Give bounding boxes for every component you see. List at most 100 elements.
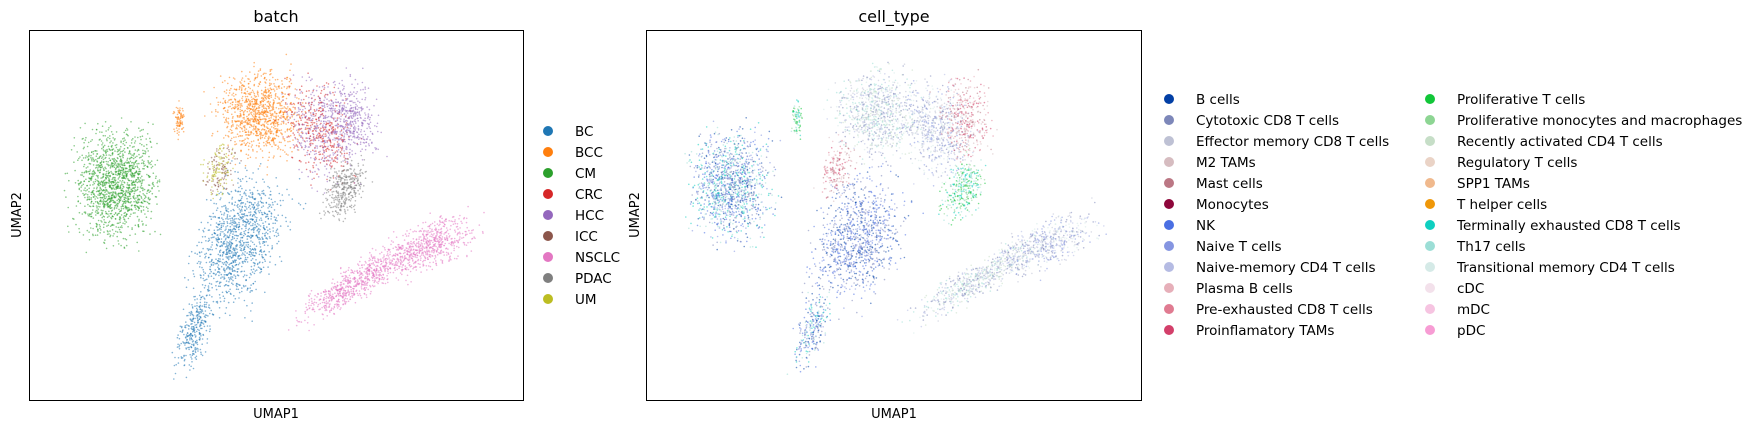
scatter-point [116, 235, 118, 238]
scatter-point [304, 202, 307, 205]
scatter-point [124, 223, 126, 225]
scatter-point [250, 259, 253, 262]
scatter-point [264, 194, 267, 197]
scatter-point [256, 90, 259, 92]
scatter-point [364, 92, 366, 94]
scatter-point [338, 218, 340, 220]
scatter-point [96, 212, 98, 214]
scatter-point [97, 205, 99, 208]
scatter-point [198, 266, 201, 268]
scatter-point [310, 184, 312, 186]
scatter-point [86, 189, 89, 191]
scatter-point [319, 99, 321, 102]
scatter-point [79, 127, 82, 129]
scatter-point [139, 136, 142, 138]
scatter-point [298, 133, 301, 135]
scatter-point [244, 209, 246, 211]
scatter-point [231, 117, 234, 119]
scatter-point [287, 109, 290, 112]
scatter-point [255, 131, 258, 133]
scatter-point [349, 135, 352, 137]
scatter-point [329, 91, 331, 93]
scatter-point [134, 204, 136, 207]
scatter-point [288, 194, 290, 196]
scatter-point [155, 196, 158, 198]
scatter-point [236, 116, 239, 118]
scatter-point [109, 159, 112, 162]
scatter-point [101, 211, 103, 214]
scatter-point [133, 142, 136, 144]
scatter-point [319, 97, 321, 100]
scatter-point [136, 155, 138, 158]
scatter-point [241, 140, 243, 142]
scatter-point [92, 217, 95, 219]
scatter-point [324, 96, 326, 99]
scatter-point [262, 156, 264, 159]
scatter-point [326, 163, 328, 166]
scatter-point [211, 233, 213, 236]
scatter-point [107, 176, 109, 178]
scatter-point [226, 214, 229, 216]
scatter-point [117, 148, 119, 151]
scatter-point [246, 208, 248, 210]
scatter-point [250, 91, 253, 94]
scatter-point [201, 284, 204, 286]
scatter-point [301, 76, 304, 78]
scatter-point [157, 185, 159, 188]
scatter-point [227, 230, 229, 233]
scatter-point [336, 143, 339, 146]
scatter-point [315, 109, 318, 112]
scatter-point [234, 163, 237, 166]
scatter-point [223, 205, 225, 207]
scatter-point [338, 82, 341, 85]
scatter-point [130, 142, 133, 144]
scatter-point [369, 127, 371, 130]
scatter-point [364, 177, 367, 179]
scatter-point [198, 294, 201, 297]
scatter-point [146, 173, 148, 176]
scatter-point [332, 206, 335, 208]
scatter-point [93, 173, 95, 176]
scatter-point [191, 304, 193, 306]
scatter-point [137, 172, 140, 175]
scatter-point [313, 115, 315, 117]
scatter-point [224, 271, 226, 273]
scatter-point [120, 163, 122, 165]
scatter-point [232, 101, 234, 103]
scatter-point [364, 88, 367, 90]
scatter-point [353, 187, 356, 189]
scatter-point [276, 129, 278, 131]
scatter-point [277, 119, 280, 121]
scatter-point [252, 133, 255, 135]
scatter-point [220, 213, 223, 216]
scatter-point [366, 117, 369, 119]
scatter-point [254, 216, 256, 218]
scatter-point [228, 234, 231, 236]
scatter-point [337, 200, 340, 203]
scatter-point [258, 130, 261, 133]
scatter-point [227, 136, 230, 138]
scatter-point [99, 206, 101, 208]
scatter-point [243, 129, 246, 131]
scatter-point [354, 172, 357, 175]
scatter-point [254, 76, 257, 79]
scatter-point [142, 162, 145, 164]
scatter-point [142, 167, 144, 170]
scatter-point [336, 117, 339, 119]
scatter-point [264, 86, 267, 89]
scatter-point [326, 189, 329, 191]
scatter-point [252, 125, 255, 128]
scatter-point [133, 198, 136, 200]
scatter-point [190, 365, 192, 368]
scatter-point [328, 134, 331, 136]
scatter-point [226, 222, 229, 225]
scatter-point [276, 203, 279, 205]
scatter-point [131, 166, 134, 168]
scatter-point [268, 117, 270, 120]
scatter-point [91, 211, 93, 214]
scatter-point [184, 276, 186, 279]
scatter-point [106, 204, 109, 206]
scatter-point [312, 112, 315, 114]
scatter-point [377, 130, 379, 133]
scatter-point [147, 189, 150, 191]
